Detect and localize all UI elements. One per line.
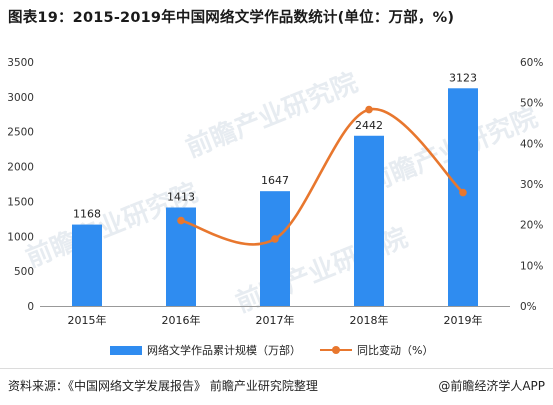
x-tick-label: 2018年 — [350, 313, 389, 327]
line-point — [459, 188, 467, 197]
bar-data-label: 1413 — [167, 190, 195, 203]
y-right-tick-label: 30% — [520, 179, 543, 191]
legend-label-line: 同比变动（%） — [357, 344, 434, 357]
series-line — [180, 108, 464, 246]
x-tick-label: 2016年 — [162, 313, 201, 327]
y-right-tick-label: 50% — [520, 98, 543, 110]
bar-data-label: 1647 — [261, 174, 289, 187]
legend: 网络文学作品累计规模（万部） 同比变动（%） — [0, 342, 553, 358]
y-right-tick-label: 0% — [520, 301, 537, 313]
y-left-tick-label: 3000 — [7, 92, 34, 104]
y-right-tick-label: 20% — [520, 220, 543, 232]
y-left-tick-label: 500 — [14, 266, 34, 278]
bar — [72, 224, 102, 306]
y-left-tick-label: 2000 — [7, 162, 34, 174]
bar — [260, 191, 290, 306]
x-tick-label: 2019年 — [444, 313, 483, 327]
chart-title: 图表19：2015-2019年中国网络文学作品数统计(单位：万部，%) — [8, 10, 455, 26]
y-left-tick-label: 0 — [27, 301, 34, 313]
legend-label-bar: 网络文学作品累计规模（万部） — [147, 344, 301, 357]
x-tick-label: 2015年 — [68, 313, 107, 327]
line-point — [271, 235, 279, 243]
y-right-tick-label: 60% — [520, 57, 543, 69]
x-tick-label: 2017年 — [256, 313, 295, 327]
chart: 0 500 1000 1500 2000 2500 3000 3500 0% 10% 20% 30% 4… — [7, 57, 543, 327]
brand-label: @前瞻经济学人APP — [438, 379, 545, 393]
bar-data-label: 1168 — [73, 208, 101, 221]
y-left-tick-label: 2500 — [7, 127, 34, 139]
y-right-tick-label: 10% — [520, 260, 543, 272]
y-left-tick-label: 1500 — [7, 196, 34, 208]
bar-data-label: 2442 — [355, 119, 383, 132]
y-right-tick-label: 40% — [520, 138, 543, 150]
legend-item-line: 同比变动（%） — [320, 342, 433, 358]
footer-divider — [0, 368, 553, 369]
bar — [448, 88, 478, 306]
y-left-tick-label: 1000 — [7, 231, 34, 243]
y-left-tick-label: 3500 — [7, 57, 34, 69]
legend-swatch-bar — [110, 345, 142, 355]
line-point — [365, 105, 373, 114]
source-note: 资料来源：《中国网络文学发展报告》 前瞻产业研究院整理 — [8, 379, 318, 393]
legend-swatch-line — [320, 345, 352, 355]
bar-data-label: 3123 — [449, 71, 477, 84]
line-point — [177, 216, 185, 225]
legend-item-bar: 网络文学作品累计规模（万部） — [110, 342, 301, 358]
bar — [354, 135, 384, 306]
